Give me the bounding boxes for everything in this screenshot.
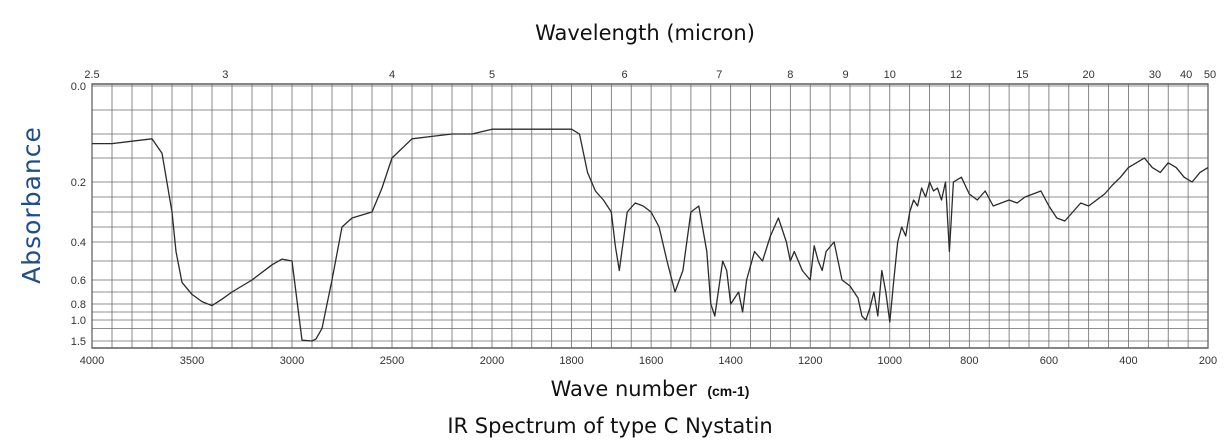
x-tick-label: 200 [1199,355,1217,367]
y-tick-label: 1.0 [71,315,86,327]
x-tick-label: 1600 [639,355,663,367]
x-tick-label: 400 [1119,355,1137,367]
x-tick-label: 2000 [480,355,504,367]
top-tick-label: 15 [1016,69,1028,81]
top-tick-label: 2.5 [84,69,99,81]
chart-title: IR Spectrum of type C Nystatin [447,414,772,438]
y-tick-label: 0.2 [71,177,86,189]
top-tick-label: 8 [787,69,793,81]
x-axis-label-text: Wave number [551,377,698,401]
x-tick-label: 3000 [280,355,304,367]
y-tick-label: 0.6 [71,275,86,287]
x-tick-label: 3500 [180,355,204,367]
top-tick-label: 30 [1149,69,1161,81]
x-tick-label: 1200 [798,355,822,367]
y-tick-labels: 0.0 0.2 0.4 0.6 0.8 1.0 1.5 [71,81,86,348]
y-axis-label: Absorbance [17,126,46,284]
x-tick-label: 4000 [80,355,104,367]
y-tick-label: 1.5 [71,336,86,348]
top-tick-label: 4 [389,69,395,81]
top-tick-labels: 2.5 3 4 5 6 7 8 9 10 12 15 20 30 40 50 [84,69,1216,81]
x-tick-label: 1800 [559,355,583,367]
x-tick-label: 600 [1040,355,1058,367]
x-axis-label: Wave number (cm-1) [551,377,750,401]
top-tick-label: 20 [1083,69,1095,81]
top-tick-label: 6 [622,69,628,81]
top-tick-label: 3 [222,69,228,81]
x-tick-label: 1400 [718,355,742,367]
x-tick-labels: 4000 3500 3000 2500 2000 1800 1600 1400 1200 1000… [80,355,1217,367]
plot-frame [91,83,1209,349]
y-tick-label: 0.8 [71,299,86,311]
x-tick-label: 800 [960,355,978,367]
top-tick-label: 5 [489,69,495,81]
x-axis-unit: (cm-1) [707,383,749,399]
x-tick-label: 2500 [380,355,404,367]
top-tick-label: 12 [950,69,962,81]
grid-lines [91,84,1209,348]
top-tick-label: 50 [1204,69,1216,81]
top-tick-label: 9 [843,69,849,81]
top-axis-label: Wavelength (micron) [535,21,755,45]
top-tick-label: 7 [716,69,722,81]
y-tick-label: 0.0 [71,81,86,93]
top-tick-label: 10 [884,69,896,81]
spectrum-line [92,128,1209,342]
y-tick-label: 0.4 [71,237,86,249]
x-tick-label: 1000 [878,355,902,367]
top-tick-label: 40 [1180,69,1192,81]
